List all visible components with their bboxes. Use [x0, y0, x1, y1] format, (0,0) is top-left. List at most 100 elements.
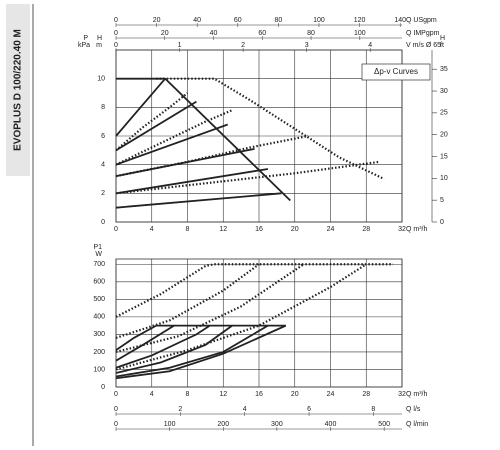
secondary-tick-label: 4 [243, 406, 247, 413]
y2-tick-label: 0 [440, 219, 444, 226]
y-axis-unit: m [96, 42, 102, 49]
x-tick-label: 24 [327, 226, 335, 233]
secondary-tick-label: 2 [241, 42, 245, 49]
y-axis-unit: W [95, 251, 102, 258]
y-tick-label: 500 [93, 296, 105, 303]
y-tick-label: 0 [101, 219, 105, 226]
secondary-tick-label: 500 [378, 421, 390, 428]
secondary-tick-label: 140 [394, 17, 406, 24]
y-tick-label: 400 [93, 314, 105, 321]
secondary-tick-label: 60 [258, 30, 266, 37]
x-tick-label: 8 [186, 226, 190, 233]
secondary-tick-label: 0 [114, 17, 118, 24]
y2-tick-label: 10 [440, 175, 448, 182]
y-tick-label: 8 [101, 104, 105, 111]
secondary-tick-label: 3 [305, 42, 309, 49]
secondary-tick-label: 400 [325, 421, 337, 428]
secondary-tick-label: 4 [368, 42, 372, 49]
legend-text: Δp-v Curves [374, 67, 418, 76]
y2-tick-label: 25 [440, 110, 448, 117]
secondary-tick-label: 40 [193, 17, 201, 24]
dotted-curve [115, 263, 305, 353]
x-tick-label: 28 [362, 391, 370, 398]
y-axis-label: H [97, 35, 102, 42]
secondary-tick-label: 200 [217, 421, 229, 428]
x-tick-label: 12 [219, 391, 227, 398]
dotted-curve [115, 160, 380, 195]
solid-curve [115, 324, 157, 351]
secondary-axis-label: Q l/s [406, 406, 421, 413]
y2-axis-unit: ft [440, 42, 444, 49]
solid-curve [115, 100, 197, 152]
y2-tick-label: 20 [440, 132, 448, 139]
x-tick-label: 0 [114, 391, 118, 398]
secondary-tick-label: 20 [153, 17, 161, 24]
y-tick-label: 600 [93, 279, 105, 286]
legend-box [361, 63, 431, 81]
solid-curve [116, 77, 291, 202]
solid-curve [115, 324, 211, 369]
secondary-tick-label: 6 [307, 406, 311, 413]
dotted-curve [115, 134, 309, 178]
x-tick-label: 20 [291, 226, 299, 233]
y2-tick-label: 5 [440, 197, 444, 204]
x-tick-label: 20 [291, 391, 299, 398]
y-tick-label: 10 [97, 76, 105, 83]
x-tick-label: 32 [398, 391, 406, 398]
solid-curve [115, 192, 282, 209]
secondary-axis-label: V m/s Ø 65 [406, 42, 441, 49]
y-tick-label: 2 [101, 190, 105, 197]
solid-curve [115, 168, 269, 195]
x-tick-label: 32 [398, 226, 406, 233]
secondary-tick-label: 2 [178, 406, 182, 413]
y-axis-label: P1 [93, 244, 102, 251]
secondary-tick-label: 20 [161, 30, 169, 37]
dotted-curve [115, 263, 367, 371]
y-tick-label: 200 [93, 349, 105, 356]
secondary-tick-label: 100 [313, 17, 325, 24]
secondary-tick-label: 8 [371, 406, 375, 413]
y2-tick-label: 30 [440, 88, 448, 95]
y-tick-label: 100 [93, 366, 105, 373]
side-label-box [6, 4, 30, 176]
dotted-curve [115, 109, 233, 166]
solid-curve [115, 324, 269, 378]
secondary-axis-label: Q USgpm [406, 17, 437, 24]
solid-curve [115, 324, 287, 380]
secondary-tick-label: 60 [234, 17, 242, 24]
secondary-tick-label: 40 [210, 30, 218, 37]
solid-curve [115, 324, 233, 374]
y-tick-label: 300 [93, 331, 105, 338]
secondary-axis-label: Q IMPgpm [406, 30, 440, 37]
dotted-curve [156, 77, 385, 180]
x-tick-label: 16 [255, 226, 263, 233]
p-axis-label: P [83, 35, 88, 42]
dotted-curve [115, 92, 189, 152]
y-tick-label: 4 [101, 162, 105, 169]
solid-curve [115, 123, 229, 166]
secondary-tick-label: 100 [354, 30, 366, 37]
secondary-tick-label: 100 [164, 421, 176, 428]
x-tick-label: 4 [150, 226, 154, 233]
y-tick-label: 6 [101, 133, 105, 140]
x-tick-label: 12 [219, 226, 227, 233]
secondary-tick-label: 1 [178, 42, 182, 49]
secondary-tick-label: 80 [307, 30, 315, 37]
x-axis-label: Q m³/h [406, 391, 427, 398]
solid-curve [115, 78, 166, 137]
dotted-curve [115, 263, 260, 339]
dotted-curve [115, 263, 215, 318]
secondary-tick-label: 120 [354, 17, 366, 24]
x-tick-label: 24 [327, 391, 335, 398]
y2-tick-label: 15 [440, 153, 448, 160]
secondary-tick-label: 300 [271, 421, 283, 428]
x-tick-label: 4 [150, 391, 154, 398]
x-tick-label: 28 [362, 226, 370, 233]
x-axis-label: Q m³/h [406, 226, 427, 233]
secondary-tick-label: 80 [274, 17, 282, 24]
y2-axis-label: H [440, 35, 445, 42]
secondary-tick-label: 0 [114, 406, 118, 413]
y-tick-label: 700 [93, 261, 105, 268]
p-axis-unit: kPa [78, 42, 90, 49]
